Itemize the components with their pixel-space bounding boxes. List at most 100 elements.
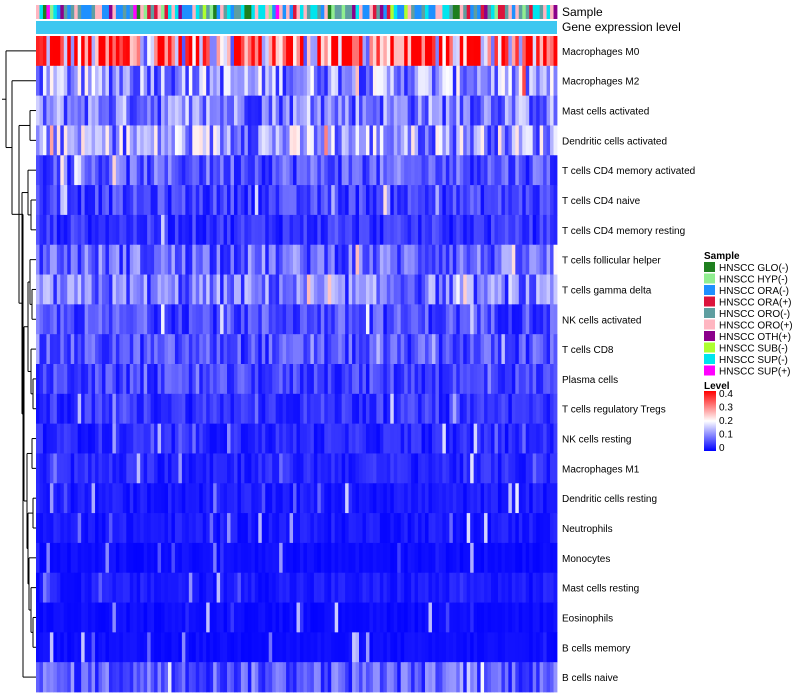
sample-annotation-cell	[63, 5, 68, 19]
heatmap-cell	[279, 65, 283, 97]
heatmap-cell	[143, 542, 148, 574]
heatmap-cell	[348, 513, 353, 544]
heatmap-cell	[39, 274, 44, 305]
heatmap-cell	[178, 65, 183, 97]
heatmap-cell	[466, 304, 471, 335]
heatmap-cell	[112, 214, 117, 246]
heatmap-cell	[320, 602, 325, 633]
heatmap-cell	[379, 572, 384, 603]
heatmap-cell	[296, 65, 301, 97]
heatmap-cell	[216, 304, 221, 335]
heatmap-cell	[379, 95, 384, 126]
heatmap-cell	[334, 423, 339, 454]
heatmap-cell	[178, 423, 183, 454]
heatmap-cell	[536, 662, 541, 693]
heatmap-cell	[213, 244, 218, 275]
sample-annotation-cell	[101, 5, 106, 19]
heatmap-cell	[67, 304, 72, 335]
heatmap-cell	[265, 155, 270, 186]
heatmap-cell	[418, 513, 422, 544]
heatmap-cell	[487, 483, 492, 514]
row-label: T cells gamma delta	[562, 286, 652, 297]
heatmap-cell	[49, 244, 54, 275]
heatmap-cell	[397, 244, 402, 275]
heatmap-cell	[539, 423, 544, 454]
heatmap-cell	[428, 36, 433, 67]
heatmap-cell	[463, 393, 468, 425]
heatmap-cell	[372, 95, 377, 126]
heatmap-cell	[313, 542, 318, 574]
heatmap-cell	[188, 393, 193, 425]
heatmap-cell	[240, 572, 245, 603]
heatmap-cell	[174, 36, 179, 67]
heatmap-cell	[181, 155, 186, 186]
heatmap-cell	[202, 602, 207, 633]
heatmap-cell	[272, 244, 277, 275]
heatmap-cell	[536, 185, 541, 216]
heatmap-cell	[126, 95, 131, 126]
heatmap-cell	[411, 95, 415, 126]
heatmap-cell	[327, 244, 332, 275]
heatmap-cell	[133, 393, 138, 425]
heatmap-cell	[522, 95, 527, 126]
heatmap-cell	[143, 155, 148, 186]
heatmap-cell	[379, 602, 384, 633]
heatmap-cell	[60, 274, 65, 305]
heatmap-cell	[84, 662, 89, 693]
heatmap-cell	[511, 423, 516, 454]
heatmap-cell	[286, 542, 290, 574]
heatmap-cell	[95, 334, 99, 365]
heatmap-cell	[452, 364, 457, 395]
heatmap-cell	[230, 602, 235, 633]
heatmap-cell	[477, 662, 481, 693]
heatmap-cell	[282, 453, 287, 484]
heatmap-cell	[348, 393, 353, 425]
heatmap-cell	[136, 65, 141, 97]
heatmap-cell	[473, 513, 478, 544]
heatmap-cell	[359, 513, 363, 544]
heatmap-row-15	[36, 483, 558, 514]
heatmap-cell	[299, 95, 304, 126]
heatmap-cell	[209, 542, 214, 574]
heatmap-cell	[279, 36, 283, 67]
sample-annotation-cell	[414, 5, 419, 19]
heatmap-cell	[438, 36, 443, 67]
heatmap-cell	[442, 65, 447, 97]
heatmap-cell	[77, 572, 82, 603]
heatmap-cell	[345, 304, 349, 335]
heatmap-cell	[49, 95, 54, 126]
heatmap-cell	[400, 423, 405, 454]
heatmap-cell	[511, 155, 516, 186]
heatmap-cell	[227, 125, 231, 156]
heatmap-cell	[108, 95, 113, 126]
heatmap-cell	[411, 155, 415, 186]
heatmap-cell	[42, 65, 47, 97]
heatmap-cell	[553, 214, 558, 246]
heatmap-cell	[407, 185, 412, 216]
heatmap-cell	[463, 65, 468, 97]
heatmap-row-0	[36, 36, 558, 67]
heatmap-cell	[289, 185, 294, 216]
heatmap-cell	[56, 304, 61, 335]
heatmap-cell	[244, 632, 249, 663]
heatmap-cell	[518, 274, 523, 305]
heatmap-cell	[539, 572, 544, 603]
heatmap-cell	[150, 185, 155, 216]
heatmap-cell	[407, 214, 412, 246]
heatmap-cell	[39, 572, 44, 603]
heatmap-cell	[477, 274, 481, 305]
heatmap-cell	[338, 36, 343, 67]
heatmap-cell	[171, 304, 176, 335]
heatmap-cell	[84, 244, 89, 275]
heatmap-cell	[174, 65, 179, 97]
heatmap-cell	[157, 662, 162, 693]
heatmap-cell	[532, 393, 537, 425]
heatmap-cell	[293, 214, 297, 246]
heatmap-cell	[466, 632, 471, 663]
heatmap-cell	[233, 185, 238, 216]
heatmap-cell	[101, 95, 106, 126]
heatmap-cell	[74, 125, 79, 156]
heatmap-cell	[223, 244, 228, 275]
sample-annotation-cell	[49, 5, 54, 19]
heatmap-cell	[233, 572, 238, 603]
